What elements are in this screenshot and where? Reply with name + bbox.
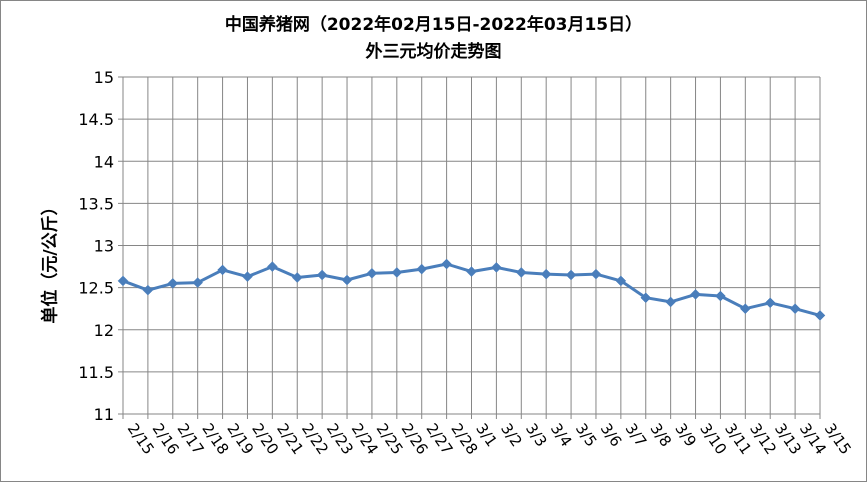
chart-title: 中国养猪网（2022年02月15日-2022年03月15日） [224,15,643,35]
x-tick-label: 2/15 [124,420,158,458]
y-tick-label: 12.5 [78,279,114,298]
data-point-marker [192,277,204,288]
x-tick-label: 3/10 [696,420,730,458]
x-tick-label: 2/21 [273,420,307,458]
y-tick-label: 13.5 [78,194,114,213]
x-tick-label: 3/11 [721,420,755,458]
data-point-marker [640,292,652,304]
chart-subtitle: 外三元均价走势图 [365,42,502,62]
data-point-marker [416,263,428,275]
y-tick-label: 11.5 [78,363,114,382]
x-tick-label: 2/27 [422,420,456,458]
x-tick-label: 3/12 [746,420,780,458]
data-point-marker [540,268,552,280]
y-tick-label: 13 [94,237,114,256]
data-point-marker [565,269,577,281]
data-point-marker [814,310,826,321]
data-point-marker [242,271,253,283]
x-tick-label: 2/20 [248,420,282,458]
data-point-marker [366,267,378,279]
x-tick-label: 3/5 [572,420,601,450]
x-tick-label: 2/23 [323,420,357,458]
data-point-marker [341,274,353,286]
x-tick-label: 2/28 [447,420,481,458]
data-point-marker [167,278,179,289]
data-point-marker [739,303,751,315]
data-point-marker [142,284,154,296]
x-tick-label: 3/8 [646,420,675,450]
data-point-marker [217,264,228,276]
x-tick-label: 3/3 [522,420,551,450]
x-tick-label: 2/24 [348,420,382,458]
x-tick-label: 3/14 [796,420,830,458]
x-tick-label: 2/16 [149,420,183,458]
data-point-marker [291,272,303,283]
data-point-marker [690,289,701,300]
data-point-marker [515,267,527,278]
x-tick-label: 3/15 [821,420,855,458]
data-point-marker [615,275,627,287]
data-point-marker [117,275,129,287]
x-tick-label: 2/19 [223,420,257,458]
data-point-marker [491,262,502,273]
x-tick-label: 3/9 [671,420,700,450]
data-point-marker [665,296,676,308]
x-tick-label: 3/13 [771,420,805,458]
y-tick-label: 12 [94,321,114,340]
y-tick-label: 14 [94,152,114,171]
data-point-marker [466,266,477,277]
x-tick-label: 2/22 [298,420,332,458]
data-point-marker [391,267,403,278]
x-tick-label: 3/4 [547,420,576,450]
data-point-marker [764,297,776,309]
data-point-marker [441,258,452,270]
x-tick-label: 2/18 [198,420,232,458]
x-tick-label: 3/7 [622,420,651,450]
y-tick-label: 15 [94,68,114,87]
data-point-marker [715,290,726,302]
x-tick-label: 2/26 [398,420,432,458]
data-point-marker [267,261,278,272]
data-point-marker [316,269,328,281]
data-point-marker [590,268,602,280]
x-tick-label: 3/6 [597,420,626,450]
y-tick-label: 11 [94,405,114,424]
y-tick-label: 14.5 [78,110,114,129]
data-point-marker [789,303,801,315]
x-tick-label: 2/17 [174,420,208,458]
x-tick-label: 3/2 [497,420,526,450]
x-tick-label: 2/25 [373,420,407,458]
